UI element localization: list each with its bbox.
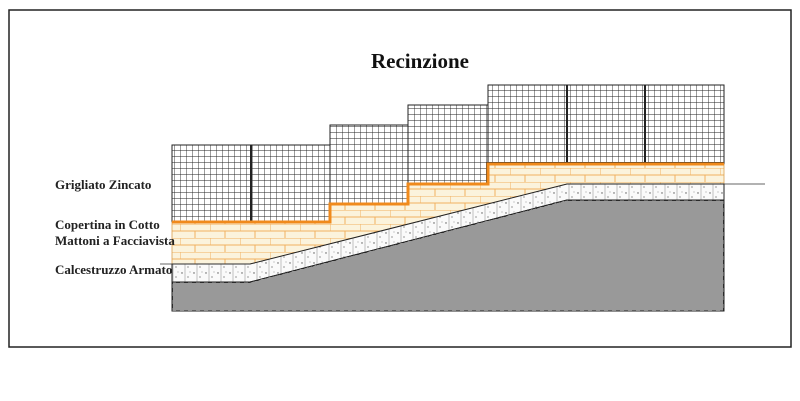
coping (172, 162, 724, 224)
label: Calcestruzzo Armato (55, 262, 172, 277)
title: Recinzione (371, 49, 469, 73)
fence (171, 84, 725, 223)
label: Grigliato Zincato (55, 177, 151, 192)
label: Copertina in Cotto (55, 217, 160, 232)
leaders (160, 183, 765, 265)
frame (8, 9, 792, 348)
label: Mattoni a Facciavista (55, 233, 175, 248)
ground (171, 199, 725, 312)
